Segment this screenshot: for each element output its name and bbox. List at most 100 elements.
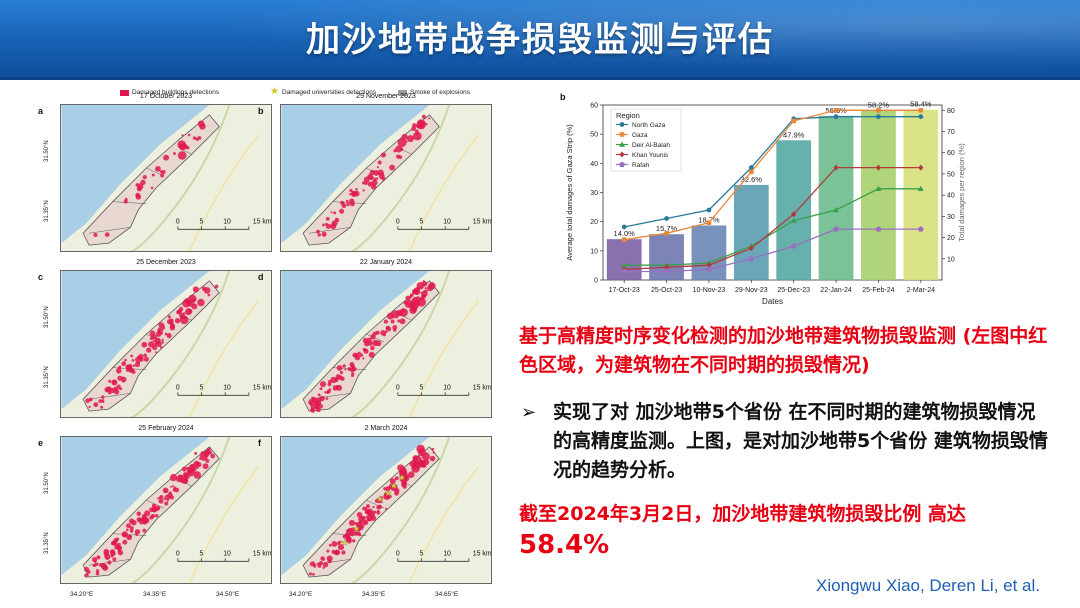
damage-spot — [151, 173, 155, 177]
map-legend: Damaged buildings detections ★ Damaged u… — [60, 86, 500, 100]
damage-spot — [346, 538, 352, 544]
legend-damaged-universities: Damaged universities detections — [282, 89, 376, 96]
y-tick-label: 20 — [590, 219, 598, 226]
damage-spot — [397, 319, 401, 323]
damage-spot — [181, 316, 184, 319]
damage-spot — [157, 327, 164, 334]
bar-data-label: 18.7% — [698, 215, 720, 224]
scale-label: 5 — [200, 218, 204, 225]
series-point — [748, 255, 755, 262]
damage-spot — [138, 517, 143, 521]
damage-spot — [149, 507, 155, 513]
series-point — [664, 216, 669, 221]
damage-spot — [192, 286, 199, 293]
damage-spot — [101, 395, 105, 399]
damage-spot — [421, 452, 430, 461]
damage-swatch — [120, 90, 129, 96]
series-line — [624, 188, 921, 266]
road — [408, 134, 480, 251]
panel-letter: c — [38, 272, 44, 282]
damage-spot — [377, 160, 382, 165]
damage-spot — [112, 379, 117, 385]
damage-spot — [415, 132, 418, 136]
road — [188, 300, 260, 417]
legend-label: Gaza — [632, 132, 648, 139]
title-banner: 加沙地带战争损毁监测与评估 — [0, 0, 1080, 80]
damage-spot — [380, 152, 386, 158]
y2-tick-label: 10 — [947, 256, 955, 263]
damage-spot — [210, 453, 216, 459]
bar — [776, 140, 812, 280]
smoke-swatch — [398, 90, 407, 96]
damage-spot — [386, 325, 390, 330]
damage-spot — [313, 564, 317, 568]
scale-label: 15 km — [473, 550, 492, 557]
damage-spot — [319, 395, 325, 402]
damage-spot — [160, 332, 163, 335]
damage-spot — [88, 405, 91, 409]
damage-spot — [309, 402, 313, 406]
bar-data-label: 47.9% — [783, 130, 805, 139]
damage-spot — [429, 455, 436, 462]
damage-spot — [169, 473, 178, 482]
series-point — [706, 207, 712, 213]
chart-svg: b 0 10 20 30 40 50 60 10 20 30 40 50 60 70 80 14.0% 15.7%… — [560, 92, 966, 306]
map-panel: e 25 February 2024 0 5 10 15 km — [38, 425, 272, 584]
series-point — [748, 165, 754, 170]
sea — [281, 437, 430, 576]
damage-spot — [194, 451, 198, 455]
damage-spot — [357, 351, 361, 356]
damage-spot — [315, 402, 320, 407]
damage-spot — [95, 571, 100, 576]
damage-spot — [413, 131, 422, 141]
damage-spot — [137, 183, 144, 190]
series-point — [876, 108, 881, 113]
star-icon: ★ — [352, 524, 360, 534]
damage-spot — [143, 353, 147, 358]
x-tick-label: 10-Nov-23 — [693, 287, 726, 294]
damage-spot — [342, 364, 346, 368]
damage-spot — [423, 294, 427, 297]
damage-spot — [120, 376, 127, 383]
damage-spot — [173, 152, 176, 156]
damage-spot — [331, 540, 338, 547]
series-point — [748, 245, 754, 252]
damage-spot — [367, 181, 373, 187]
damage-spot — [110, 541, 116, 546]
y-tick-label: 60 — [590, 103, 598, 110]
damage-spot — [151, 503, 157, 509]
damage-spot — [337, 544, 345, 551]
panel-letter: a — [38, 106, 44, 116]
damage-spot — [315, 405, 318, 409]
damage-spot — [168, 491, 172, 495]
damage-spot — [348, 519, 356, 526]
scale-label: 0 — [176, 384, 180, 391]
damage-spot — [160, 346, 163, 349]
damage-spot — [93, 232, 98, 238]
y-tick-label: 50 — [590, 132, 598, 139]
map-panel: d 22 January 2024 0 5 10 15 km — [258, 259, 492, 418]
damage-spot — [411, 126, 416, 132]
series-point — [918, 114, 924, 120]
damage-spot — [322, 561, 329, 568]
damage-spot — [115, 537, 120, 541]
damage-spot — [158, 496, 161, 499]
panel-letter: d — [258, 272, 264, 282]
scale-label: 15 km — [253, 384, 272, 391]
banner-decoration — [0, 0, 1080, 80]
damage-spot — [326, 549, 330, 553]
damage-spot — [205, 458, 210, 463]
damage-spot — [173, 486, 177, 490]
series-point — [875, 164, 882, 171]
damage-spot — [308, 572, 313, 576]
scale-label: 10 — [223, 218, 231, 225]
damage-spot — [326, 555, 333, 562]
bar — [818, 115, 854, 281]
conclusion-text: 截至2024年3月2日，加沙地带建筑物损毁比例 高达 — [519, 503, 966, 525]
panel-date: 29 November 2023 — [356, 93, 416, 100]
series-point — [833, 207, 840, 213]
scale-label: 0 — [176, 550, 180, 557]
slide-title: 加沙地带战争损毁监测与评估 — [306, 20, 774, 60]
bar — [733, 184, 769, 280]
panel-letter: b — [258, 106, 264, 116]
